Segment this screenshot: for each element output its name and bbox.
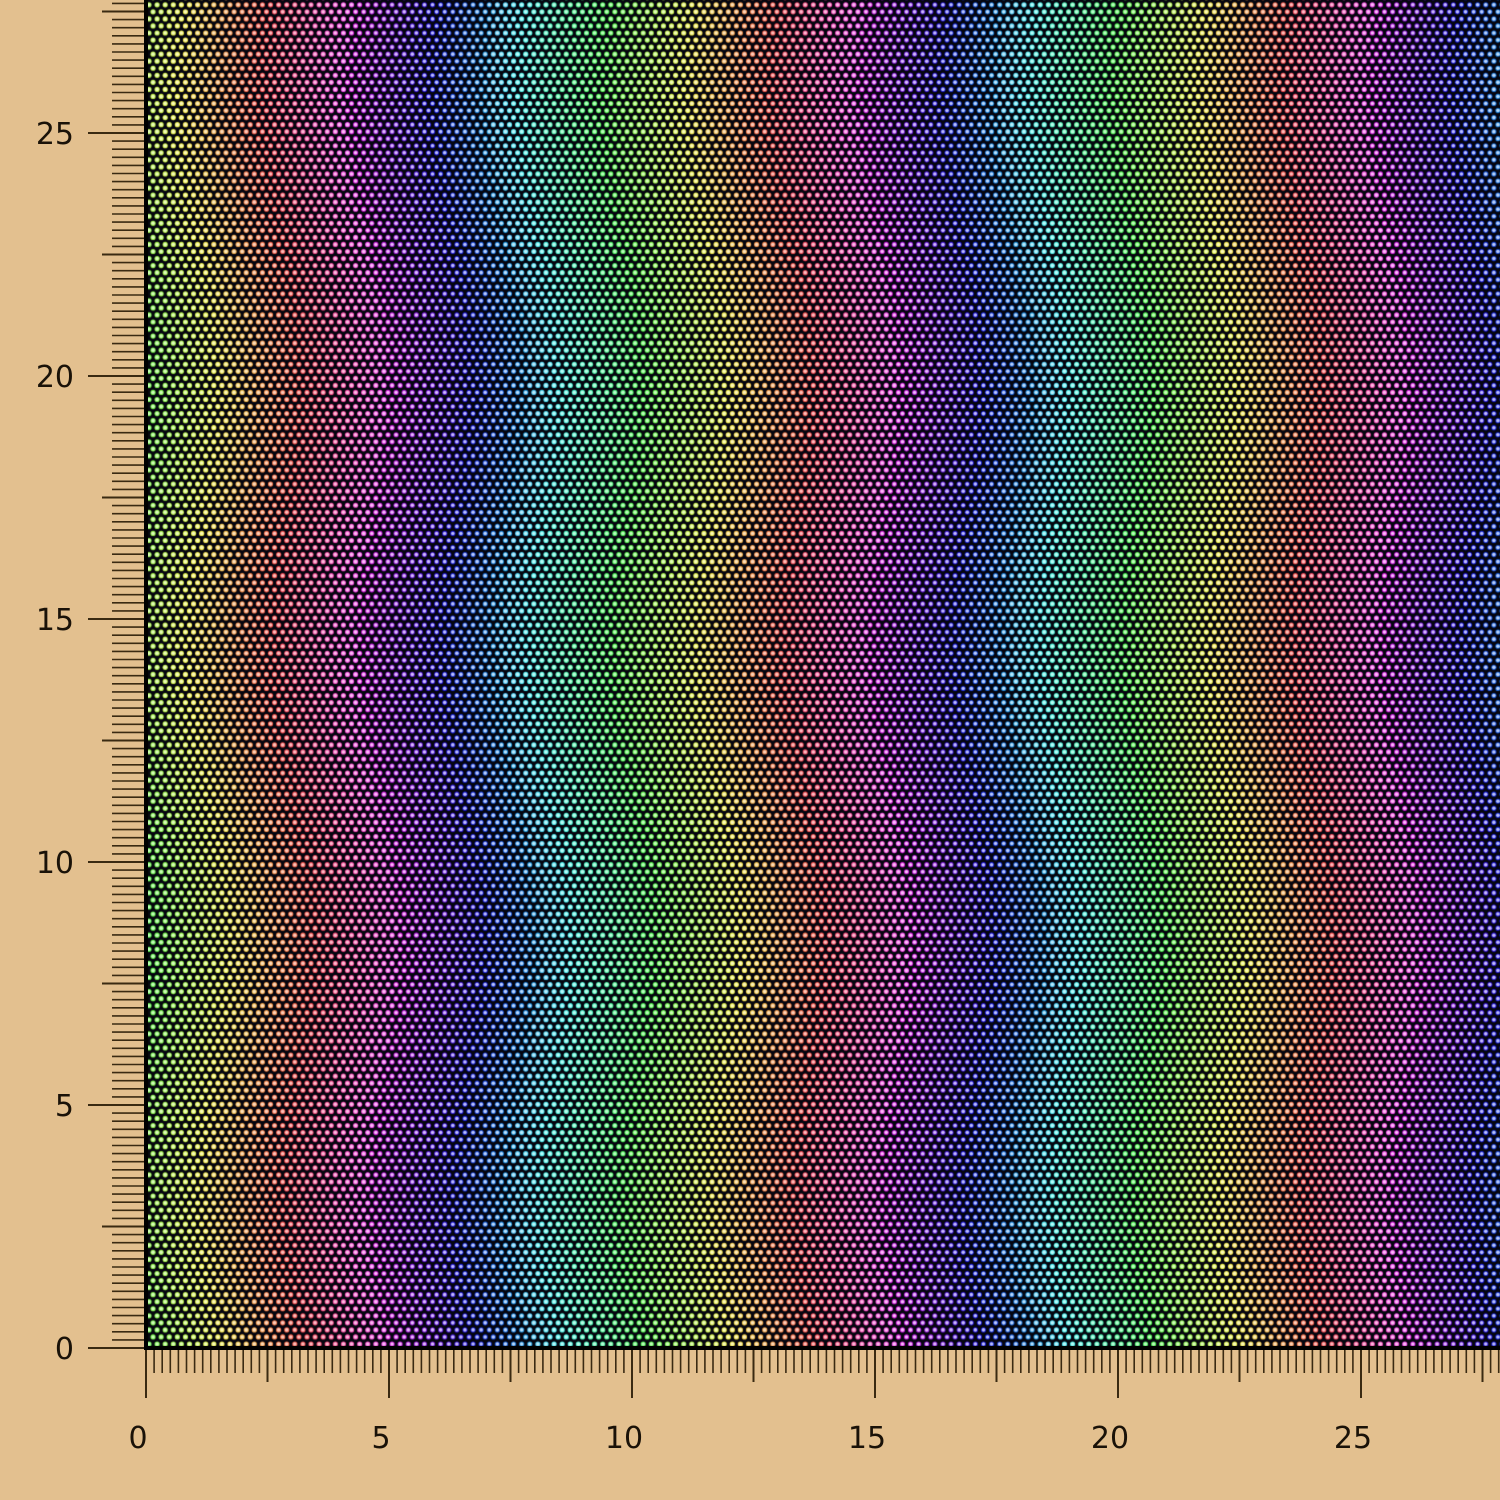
y-tick-label: 0 bbox=[55, 1332, 74, 1367]
y-axis bbox=[88, 2, 146, 1349]
y-tick-label: 25 bbox=[36, 117, 74, 152]
x-tick-label: 5 bbox=[371, 1421, 390, 1456]
y-tick-label: 20 bbox=[36, 360, 74, 395]
x-tick-label: 0 bbox=[128, 1421, 147, 1456]
x-tick-label: 10 bbox=[605, 1421, 643, 1456]
y-tick-label: 15 bbox=[36, 603, 74, 638]
x-axis bbox=[145, 1348, 1500, 1398]
dot-lattice-plot bbox=[146, 0, 1500, 1348]
y-tick-labels: 0 5 10 15 20 25 bbox=[36, 117, 74, 1367]
x-tick-label: 15 bbox=[848, 1421, 886, 1456]
x-tick-label: 20 bbox=[1091, 1421, 1129, 1456]
x-tick-label: 25 bbox=[1334, 1421, 1372, 1456]
x-tick-labels: 0 5 10 15 20 25 bbox=[128, 1421, 1372, 1456]
y-tick-label: 10 bbox=[36, 846, 74, 881]
y-tick-label: 5 bbox=[55, 1089, 74, 1124]
